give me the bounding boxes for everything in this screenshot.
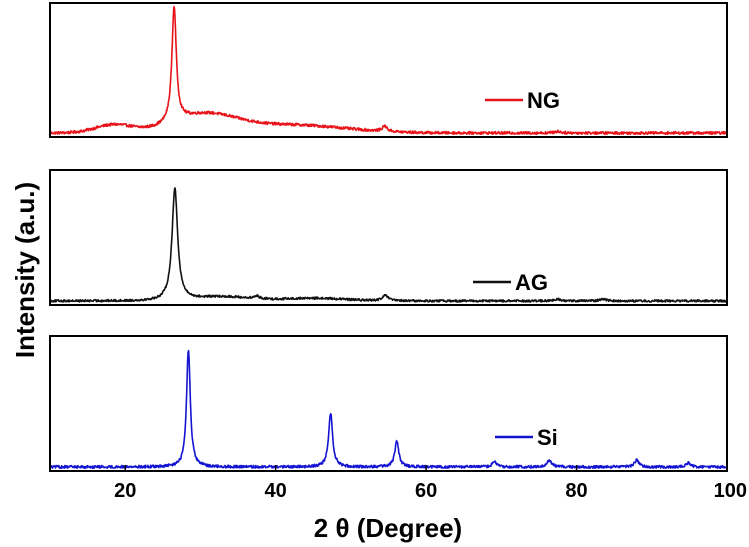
panel-ng: NG xyxy=(49,2,728,138)
series-line-si xyxy=(50,349,727,470)
x-tick-label: 60 xyxy=(415,480,437,502)
x-tick-label: 80 xyxy=(565,480,587,502)
panel-ag: AG xyxy=(49,169,728,306)
y-axis-label: Intensity (a.u.) xyxy=(10,182,40,358)
x-tick-label: 100 xyxy=(714,480,747,502)
x-axis-label: 2 θ (Degree) xyxy=(314,513,462,543)
x-tick-label: 20 xyxy=(114,480,136,502)
legend-label-ag: AG xyxy=(515,270,548,295)
legend-label-ng: NG xyxy=(527,88,560,113)
panel-frame-ng xyxy=(49,2,728,138)
series-line-ng xyxy=(50,5,727,136)
series-line-ag xyxy=(50,187,727,303)
panel-frame-si xyxy=(49,335,728,472)
panel-frame-ag xyxy=(49,169,728,306)
x-axis-ticks: 20 40 60 80 100 xyxy=(114,465,747,502)
panel-si: Si xyxy=(49,335,728,472)
panels-group: NG AG Si xyxy=(49,2,728,472)
legend-label-si: Si xyxy=(537,425,558,450)
x-tick-label: 40 xyxy=(265,480,287,502)
